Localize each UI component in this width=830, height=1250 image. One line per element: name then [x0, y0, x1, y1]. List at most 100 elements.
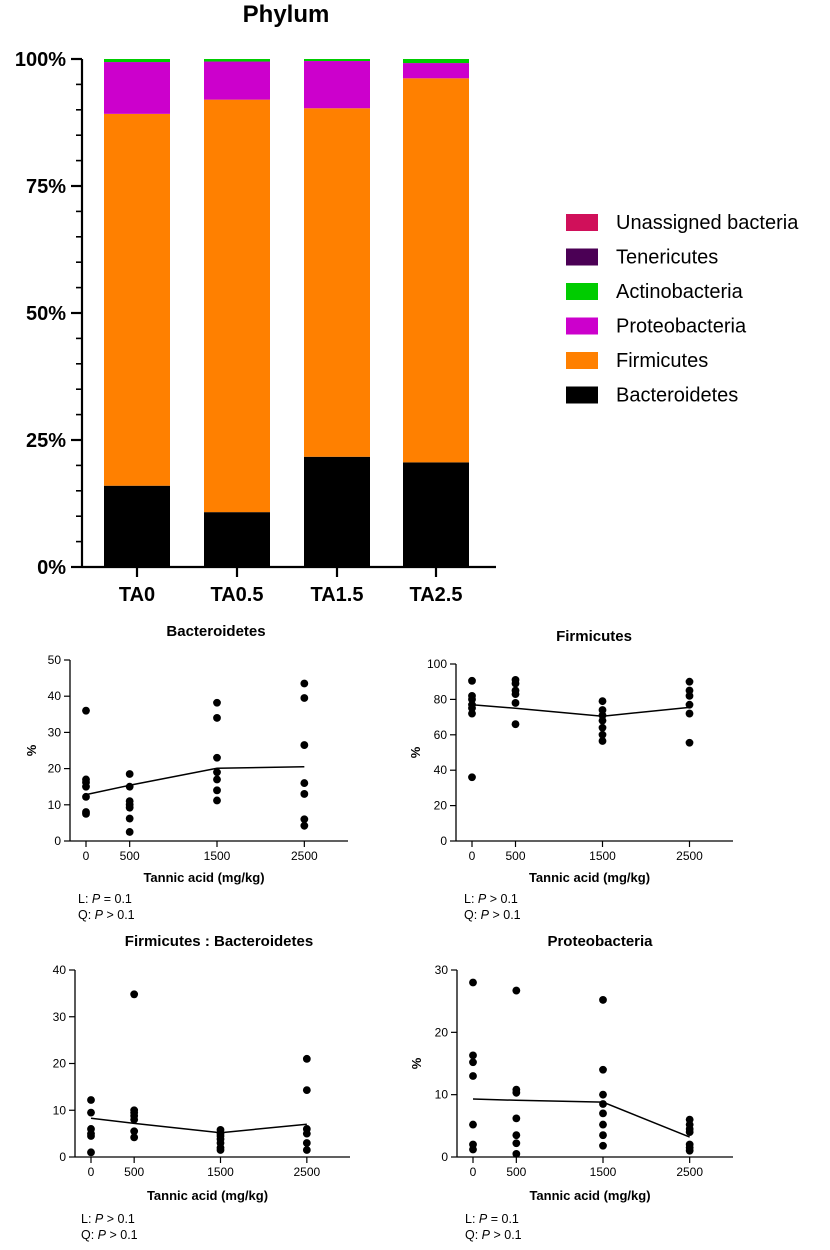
panel-data-point	[685, 1128, 694, 1136]
panel-x-tick-label: 0	[88, 1165, 95, 1179]
panel-y-tick-label: 30	[48, 725, 62, 739]
panel-data-point	[213, 796, 221, 805]
phylum-bar-segment	[403, 59, 469, 64]
panel-trend-line	[471, 703, 690, 717]
panel-x-tick-label: 1500	[590, 1165, 617, 1179]
phylum-chart: Phylum 0% 25% 50% 75% 100% TA0 TA0.5 TA1.5 TA2.5 U…	[15, 1, 799, 606]
panel-data-point	[512, 1149, 521, 1158]
phylum-bar-segment	[204, 99, 270, 513]
panel-data-point	[685, 709, 694, 718]
panel-stat-text: L: P = 0.1	[78, 892, 132, 906]
phylum-bar-segment	[204, 61, 270, 100]
panel-data-point	[213, 768, 221, 777]
panel-y-tick-label: 50	[48, 653, 62, 667]
panel-data-point	[598, 723, 607, 732]
panel-data-point	[125, 803, 134, 812]
panel-data-point	[130, 1133, 139, 1142]
panel-x-tick-label: 0	[469, 849, 476, 863]
scatter-panel-firmicutes-bacteroidetes: Firmicutes : Bacteroidetes 0 10 20 30 40 0 500 1…	[53, 933, 350, 1242]
panel-data-point	[300, 679, 309, 688]
phylum-bar-segment	[304, 59, 370, 62]
panel-data-point	[685, 691, 694, 700]
stat-value: > 0.1	[489, 908, 521, 922]
panel-x-tick-label: 500	[120, 849, 140, 863]
panel-y-label: %	[408, 746, 423, 758]
panel-title: Firmicutes : Bacteroidetes	[125, 933, 313, 950]
panel-title: Bacteroidetes	[166, 623, 265, 640]
panel-data-point	[512, 1088, 521, 1097]
legend-swatch	[566, 317, 598, 335]
stat-prefix: Q:	[78, 908, 95, 922]
panel-y-tick-label: 80	[434, 692, 448, 706]
panel-y-tick-label: 10	[53, 1103, 67, 1117]
panel-data-point	[599, 1100, 607, 1108]
panel-data-point	[213, 786, 221, 795]
stat-prefix: Q:	[81, 1228, 98, 1242]
panel-data-point	[87, 1108, 95, 1117]
panel-y-tick-label: 40	[53, 963, 67, 977]
panel-x-tick-label: 1500	[207, 1165, 234, 1179]
phylum-y-tick-label: 50%	[26, 303, 66, 325]
stat-value: = 0.1	[100, 892, 132, 906]
legend-swatch	[566, 386, 598, 404]
legend-label: Firmicutes	[616, 350, 708, 372]
phylum-bar-segment	[403, 63, 469, 79]
panel-y-tick-label: 0	[441, 1150, 448, 1164]
panel-data-point	[599, 996, 607, 1004]
phylum-x-tick-label: TA0.5	[211, 584, 264, 606]
panel-stat-text: L: P > 0.1	[81, 1212, 135, 1226]
panel-data-point	[87, 1148, 95, 1157]
panel-x-tick-label: 500	[124, 1165, 144, 1179]
panel-data-point	[599, 1120, 607, 1129]
legend-swatch	[566, 214, 598, 231]
phylum-y-tick-label: 0%	[37, 557, 66, 579]
stat-prefix: L:	[465, 1212, 479, 1226]
panel-y-tick-label: 20	[435, 1025, 449, 1039]
panel-data-point	[213, 698, 221, 707]
legend-swatch	[566, 283, 598, 300]
stat-prefix: Q:	[464, 908, 481, 922]
panel-data-point	[82, 809, 90, 818]
panel-x-tick-label: 500	[506, 1165, 526, 1179]
panel-data-point	[213, 753, 221, 762]
panel-data-point	[82, 782, 90, 791]
panel-y-tick-label: 0	[59, 1150, 66, 1164]
panel-data-point	[598, 697, 607, 706]
panel-y-tick-label: 60	[434, 728, 448, 742]
stat-value: = 0.1	[487, 1212, 519, 1226]
panel-y-label: %	[409, 1057, 424, 1069]
panel-data-point	[468, 773, 476, 782]
panel-data-point	[213, 775, 221, 784]
stat-value: > 0.1	[106, 1228, 138, 1242]
panel-y-tick-label: 40	[48, 689, 62, 703]
panel-data-point	[300, 779, 309, 787]
stat-value: > 0.1	[103, 1212, 135, 1226]
panel-x-label: Tannic acid (mg/kg)	[143, 870, 264, 885]
panel-data-point	[216, 1146, 225, 1154]
panel-data-point	[512, 1139, 521, 1148]
panel-data-point	[598, 730, 607, 739]
stat-p: P	[95, 1212, 104, 1226]
panel-x-tick-label: 0	[83, 849, 90, 863]
panel-data-point	[468, 709, 476, 718]
panel-stat-text: Q: P > 0.1	[464, 908, 521, 922]
panel-data-point	[511, 690, 520, 698]
panel-data-point	[511, 679, 520, 688]
legend-label: Actinobacteria	[616, 281, 744, 303]
panel-data-point	[125, 782, 134, 791]
phylum-bar-segment	[104, 62, 170, 114]
phylum-y-tick-label: 75%	[26, 176, 66, 198]
panel-data-point	[300, 741, 309, 749]
panel-y-tick-label: 0	[440, 834, 447, 848]
panel-y-tick-label: 20	[48, 762, 62, 776]
panel-y-tick-label: 10	[435, 1088, 449, 1102]
stat-p: P	[481, 908, 490, 922]
panel-data-point	[469, 1120, 477, 1129]
panel-data-point	[125, 814, 134, 823]
panel-x-tick-label: 2500	[293, 1165, 320, 1179]
phylum-bar-segment	[204, 512, 270, 567]
panel-data-point	[685, 1146, 694, 1155]
panel-data-point	[87, 1132, 95, 1140]
panel-x-label: Tannic acid (mg/kg)	[529, 870, 650, 885]
